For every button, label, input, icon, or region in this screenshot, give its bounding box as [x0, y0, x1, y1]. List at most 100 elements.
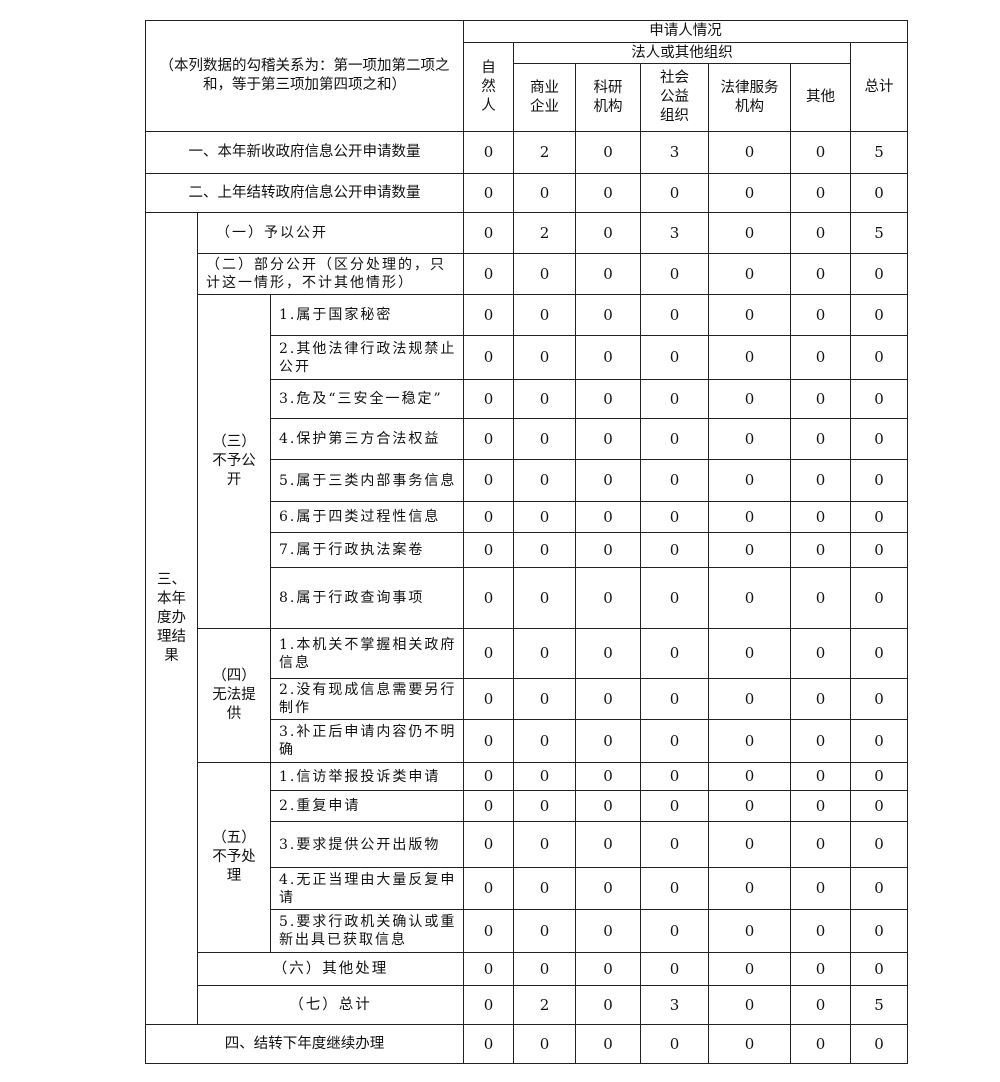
cell-research: 0 [575, 212, 642, 254]
cell-other: 0 [790, 212, 852, 254]
gov-info-disclosure-table: （本列数据的勾稽关系为：第一项加第二项之和，等于第三项加第四项之和） 申请人情况… [144, 20, 909, 1064]
row-label: 3.要求提供公开出版物 [269, 821, 465, 868]
cell-legal-service: 0 [708, 173, 792, 213]
header-other: 其他 [790, 63, 852, 132]
cell-total: 0 [850, 678, 909, 720]
cell-research: 0 [575, 173, 642, 213]
cell-social-welfare: 0 [640, 790, 710, 822]
cell-natural-person: 0 [463, 628, 515, 679]
cell-total: 0 [850, 253, 909, 295]
cell-commercial: 0 [513, 173, 577, 213]
cell-research: 0 [575, 335, 642, 380]
cell-social-welfare: 0 [640, 294, 710, 336]
cell-social-welfare: 0 [640, 678, 710, 720]
cell-other: 0 [790, 790, 852, 822]
cell-total: 5 [850, 131, 909, 174]
row-label: 4.保护第三方合法权益 [269, 418, 465, 460]
row-label: 6.属于四类过程性信息 [269, 501, 465, 533]
cell-research: 0 [575, 762, 642, 791]
row-label: 4.无正当理由大量反复申请 [269, 867, 465, 910]
cell-legal-service: 0 [708, 418, 792, 460]
table-row: 四、结转下年度继续办理 0 0 0 0 0 0 0 [144, 1024, 909, 1064]
cell-research: 0 [575, 532, 642, 568]
cell-legal-service: 0 [708, 335, 792, 380]
row-label: 1.本机关不掌握相关政府信息 [269, 628, 465, 679]
table-row: （三）不予公开 1.属于国家秘密 0 0 0 0 0 0 0 [146, 294, 909, 629]
cell-commercial: 0 [513, 567, 577, 629]
cell-total: 0 [850, 909, 909, 953]
cell-total: 0 [850, 567, 909, 629]
cell-commercial: 2 [513, 985, 577, 1025]
table-row: 8.属于行政查询事项 0 0 0 0 0 0 0 [146, 567, 909, 629]
cell-commercial: 0 [513, 790, 577, 822]
cell-other: 0 [790, 867, 852, 910]
cell-social-welfare: 0 [640, 253, 710, 295]
cell-natural-person: 0 [463, 867, 515, 910]
cell-legal-service: 0 [708, 212, 792, 254]
row-label: 5.要求行政机关确认或重新出具已获取信息 [269, 909, 465, 953]
cell-legal-service: 0 [708, 131, 792, 174]
cell-research: 0 [575, 253, 642, 295]
cell-social-welfare: 0 [640, 173, 710, 213]
row-label: 8.属于行政查询事项 [269, 567, 465, 629]
cell-commercial: 0 [513, 678, 577, 720]
row-label: 2.其他法律行政法规禁止公开 [269, 335, 465, 380]
cell-natural-person: 0 [463, 253, 515, 295]
cell-natural-person: 0 [463, 131, 515, 174]
row-label: （一）予以公开 [196, 212, 465, 254]
cell-commercial: 0 [513, 821, 577, 868]
table-row: 4.无正当理由大量反复申请 0 0 0 0 0 0 0 [146, 867, 909, 910]
cell-total: 0 [850, 459, 909, 502]
cell-legal-service: 0 [708, 952, 792, 986]
cell-total: 0 [850, 294, 909, 336]
cell-total: 0 [850, 335, 909, 380]
cell-natural-person: 0 [463, 719, 515, 763]
table-row: （七）总计 0 2 0 3 0 0 5 [146, 985, 909, 1025]
cell-total: 5 [850, 985, 909, 1025]
cell-research: 0 [575, 678, 642, 720]
cell-commercial: 2 [513, 131, 577, 174]
header-natural-person: 自然人 [463, 42, 515, 132]
table-row: 三、本年度办理结果 （一）予以公开 0 2 0 3 0 0 5 [145, 212, 909, 1025]
cell-legal-service: 0 [708, 909, 792, 953]
cell-total: 0 [850, 379, 909, 419]
cell-legal-service: 0 [708, 790, 792, 822]
corner-note: （本列数据的勾稽关系为：第一项加第二项之和，等于第三项加第四项之和） [144, 20, 465, 132]
cell-legal-service: 0 [708, 459, 792, 502]
cell-legal-service: 0 [708, 628, 792, 679]
cell-total: 0 [850, 418, 909, 460]
cell-social-welfare: 0 [640, 567, 710, 629]
cell-research: 0 [575, 1024, 642, 1064]
cell-other: 0 [790, 173, 852, 213]
cell-natural-person: 0 [463, 821, 515, 868]
cell-commercial: 0 [513, 253, 577, 295]
cell-total: 0 [850, 501, 909, 533]
header-social-welfare: 社会公益组织 [640, 63, 710, 132]
cell-commercial: 0 [513, 501, 577, 533]
cell-social-welfare: 0 [640, 867, 710, 910]
table-row: 一、本年新收政府信息公开申请数量 0 2 0 3 0 0 5 [144, 131, 909, 174]
cell-total: 0 [850, 173, 909, 213]
header-legal-orgs: 法人或其他组织 [513, 42, 852, 64]
cell-other: 0 [790, 1024, 852, 1064]
row-label: 二、上年结转政府信息公开申请数量 [144, 173, 465, 213]
cell-total: 0 [850, 1024, 909, 1064]
header-research: 科研机构 [575, 63, 642, 132]
cell-total: 0 [850, 821, 909, 868]
cell-other: 0 [790, 418, 852, 460]
cell-natural-person: 0 [463, 790, 515, 822]
cell-commercial: 0 [513, 719, 577, 763]
cell-commercial: 0 [513, 628, 577, 679]
cell-natural-person: 0 [463, 459, 515, 502]
cell-total: 5 [850, 212, 909, 254]
cell-total: 0 [850, 790, 909, 822]
table-row: 二、上年结转政府信息公开申请数量 0 0 0 0 0 0 0 [144, 173, 909, 213]
cell-other: 0 [790, 131, 852, 174]
table-row: 3.危及“三安全一稳定” 0 0 0 0 0 0 0 [146, 379, 909, 419]
cell-social-welfare: 0 [640, 501, 710, 533]
cell-other: 0 [790, 762, 852, 791]
row-label: 1.信访举报投诉类申请 [269, 762, 465, 791]
group-not-processed: （五）不予处理 [197, 762, 271, 953]
group-section-three: 三、本年度办理结果 [145, 212, 198, 1025]
cell-natural-person: 0 [463, 294, 515, 336]
